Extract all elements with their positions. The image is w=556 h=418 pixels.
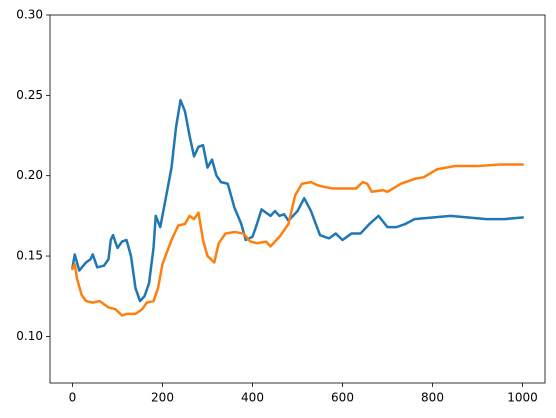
x-tick-label: 1000 <box>507 391 538 405</box>
x-tick-label: 400 <box>241 391 264 405</box>
plot-frame <box>49 14 546 384</box>
x-tick-label: 0 <box>69 391 77 405</box>
x-tick-label: 600 <box>331 391 354 405</box>
y-tick-label: 0.25 <box>16 88 43 102</box>
y-tick-label: 0.20 <box>16 168 43 182</box>
y-tick-label: 0.15 <box>16 249 43 263</box>
x-tick-label: 800 <box>421 391 444 405</box>
line-series <box>70 163 524 317</box>
y-tick-label: 0.30 <box>16 8 43 22</box>
y-tick-label: 0.10 <box>16 329 43 343</box>
x-tick-label: 200 <box>151 391 174 405</box>
line-series <box>71 98 524 303</box>
